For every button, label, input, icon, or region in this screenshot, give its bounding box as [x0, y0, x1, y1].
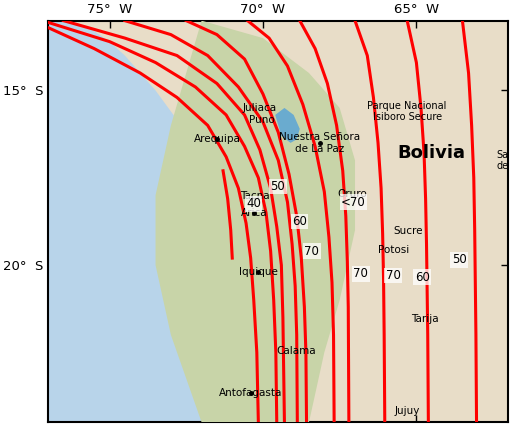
Polygon shape	[156, 21, 355, 422]
Text: Iquique: Iquique	[239, 267, 278, 277]
Text: Arequipa: Arequipa	[194, 134, 240, 145]
Text: Oruro: Oruro	[337, 189, 367, 199]
Text: Arica: Arica	[241, 208, 267, 218]
Text: <70: <70	[341, 196, 366, 209]
Text: Juliaca: Juliaca	[243, 103, 277, 113]
Text: Antofagasta: Antofagasta	[219, 388, 282, 397]
Text: 70: 70	[386, 269, 400, 282]
Text: 60: 60	[415, 271, 430, 284]
Text: 70: 70	[353, 267, 368, 280]
Polygon shape	[275, 108, 300, 143]
Text: Sa
de: Sa de	[496, 150, 508, 171]
Text: Parque Nacional
Isiboro Secure: Parque Nacional Isiboro Secure	[368, 101, 447, 122]
Text: 60: 60	[292, 215, 307, 228]
Text: 40: 40	[246, 198, 261, 210]
Text: 70: 70	[304, 245, 319, 258]
Text: Nuestra Señora
de La Paz: Nuestra Señora de La Paz	[279, 132, 360, 154]
Text: Tacna: Tacna	[241, 190, 270, 201]
Text: Puno: Puno	[249, 115, 275, 125]
Text: Potosi: Potosi	[378, 245, 409, 255]
Polygon shape	[48, 21, 263, 422]
Text: Calama: Calama	[276, 346, 315, 356]
Text: 50: 50	[271, 180, 285, 193]
Text: Tarija: Tarija	[411, 314, 438, 323]
Text: Jujuy: Jujuy	[394, 406, 420, 416]
Text: Bolivia: Bolivia	[398, 144, 466, 162]
Text: Sucre: Sucre	[394, 226, 423, 236]
Text: 50: 50	[452, 253, 466, 266]
